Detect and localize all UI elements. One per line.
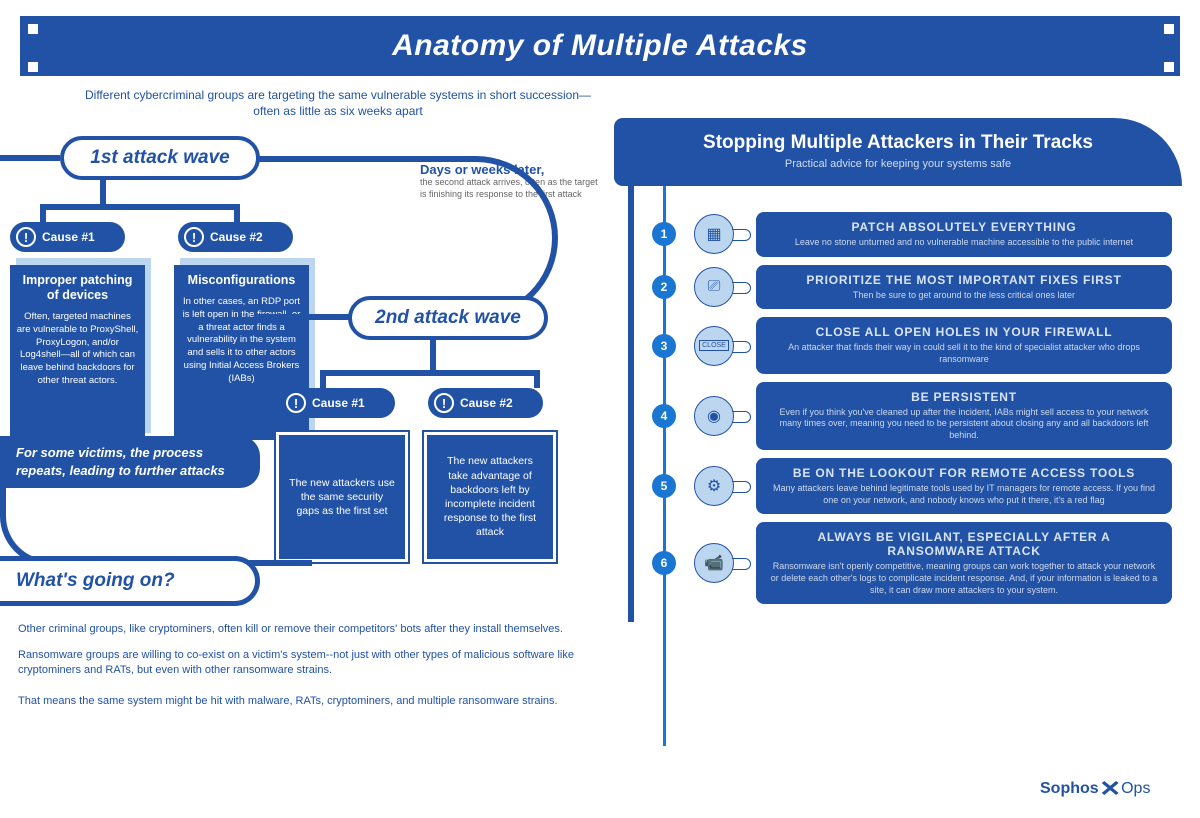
tip-title: BE ON THE LOOKOUT FOR REMOTE ACCESS TOOL… [770, 466, 1158, 480]
tip-row-1: 1 ▦ PATCH ABSOLUTELY EVERYTHING Leave no… [634, 212, 1182, 257]
tip-body: An attacker that finds their way in coul… [770, 342, 1158, 365]
right-header: Stopping Multiple Attackers in Their Tra… [614, 118, 1182, 186]
tip-title: PATCH ABSOLUTELY EVERYTHING [770, 220, 1158, 234]
logo-suffix: Ops [1121, 780, 1150, 798]
intro-text: Different cybercriminal groups are targe… [78, 88, 598, 119]
right-title: Stopping Multiple Attackers in Their Tra… [644, 132, 1152, 154]
para-2: Ransomware groups are willing to co-exis… [18, 648, 578, 679]
tip-body: Many attackers leave behind legitimate t… [770, 483, 1158, 506]
cause-label: Cause #2 [210, 230, 263, 244]
tip-icon: ◉ [707, 406, 721, 426]
tip-icon-wrap: ▦ [694, 214, 734, 254]
corner-decor [28, 24, 38, 34]
cause-body: The new attackers take advantage of back… [437, 454, 543, 539]
tip-row-3: 3 CLOSE CLOSE ALL OPEN HOLES IN YOUR FIR… [634, 317, 1182, 373]
tip-title: BE PERSISTENT [770, 390, 1158, 404]
para-1: Other criminal groups, like cryptominers… [18, 622, 578, 637]
tip-row-4: 4 ◉ BE PERSISTENT Even if you think you'… [634, 382, 1182, 450]
tip-title: CLOSE ALL OPEN HOLES IN YOUR FIREWALL [770, 325, 1158, 339]
tip-icon: CLOSE [699, 340, 729, 351]
tip-icon-wrap: 📹 [694, 543, 734, 583]
tip-row-5: 5 ⚙ BE ON THE LOOKOUT FOR REMOTE ACCESS … [634, 458, 1182, 514]
tip-row-6: 6 📹 ALWAYS BE VIGILANT, ESPECIALLY AFTER… [634, 522, 1182, 604]
cause-pill-3: ! Cause #1 [280, 388, 395, 418]
tip-number: 6 [652, 551, 676, 575]
cause-title: Improper patching of devices [16, 273, 139, 303]
connector [320, 372, 326, 388]
cause1-box: Improper patching of devices Often, targe… [10, 265, 145, 440]
corner-decor [28, 62, 38, 72]
tip-body: Ransomware isn't openly competitive, mea… [770, 561, 1158, 596]
tip-text: BE PERSISTENT Even if you think you've c… [756, 382, 1172, 450]
tip-icon: 📹 [704, 553, 724, 573]
cause-body: Often, targeted machines are vulnerable … [16, 311, 139, 388]
tip-icon: ⚙ [707, 476, 721, 496]
wave1-label: 1st attack wave [90, 147, 229, 169]
right-body: 1 ▦ PATCH ABSOLUTELY EVERYTHING Leave no… [628, 186, 1182, 622]
tip-text: PATCH ABSOLUTELY EVERYTHING Leave no sto… [756, 212, 1172, 257]
tip-text: CLOSE ALL OPEN HOLES IN YOUR FIREWALL An… [756, 317, 1172, 373]
tip-title: ALWAYS BE VIGILANT, ESPECIALLY AFTER A R… [770, 530, 1158, 558]
tip-icon-wrap: CLOSE [694, 326, 734, 366]
tip-title: PRIORITIZE THE MOST IMPORTANT FIXES FIRS… [770, 273, 1158, 287]
whats-banner: What's going on? [0, 556, 260, 606]
connector [0, 155, 60, 161]
corner-decor [1164, 62, 1174, 72]
connector [320, 370, 540, 376]
main-title: Anatomy of Multiple Attacks [392, 29, 808, 63]
wave2-label: 2nd attack wave [375, 307, 521, 329]
right-subtitle: Practical advice for keeping your system… [644, 158, 1152, 170]
wave1-badge: 1st attack wave [60, 136, 260, 180]
cause-pill-4: ! Cause #2 [428, 388, 543, 418]
corner-decor [1164, 24, 1174, 34]
tip-text: PRIORITIZE THE MOST IMPORTANT FIXES FIRS… [756, 265, 1172, 310]
cause-label: Cause #1 [312, 396, 365, 410]
tip-icon-wrap: ◉ [694, 396, 734, 436]
whats-text: What's going on? [16, 570, 175, 592]
tip-number: 3 [652, 334, 676, 358]
tip-icon-wrap: ⚙ [694, 466, 734, 506]
cause-pill-1: ! Cause #1 [10, 222, 125, 252]
tip-number: 4 [652, 404, 676, 428]
repeat-text: For some victims, the process repeats, l… [16, 445, 225, 478]
cause-label: Cause #2 [460, 396, 513, 410]
tip-icon: ▦ [706, 224, 721, 244]
cause-label: Cause #1 [42, 230, 95, 244]
header-bar: Anatomy of Multiple Attacks [20, 16, 1180, 76]
connector [534, 372, 540, 388]
wave2-cause2-box: The new attackers take advantage of back… [424, 432, 556, 562]
tip-body: Then be sure to get around to the less c… [770, 290, 1158, 302]
alert-icon: ! [434, 393, 454, 413]
tip-text: ALWAYS BE VIGILANT, ESPECIALLY AFTER A R… [756, 522, 1172, 604]
wave2-badge: 2nd attack wave [348, 296, 548, 340]
tip-row-2: 2 ⎚ PRIORITIZE THE MOST IMPORTANT FIXES … [634, 265, 1182, 310]
tip-number: 5 [652, 474, 676, 498]
tip-icon-wrap: ⎚ [694, 267, 734, 307]
tip-body: Leave no stone unturned and no vulnerabl… [770, 237, 1158, 249]
alert-icon: ! [16, 227, 36, 247]
tip-body: Even if you think you've cleaned up afte… [770, 407, 1158, 442]
alert-icon: ! [286, 393, 306, 413]
repeat-banner: For some victims, the process repeats, l… [0, 436, 260, 488]
connector [40, 204, 240, 210]
sophos-logo: Sophos✕Ops [1040, 776, 1150, 802]
logo-brand: Sophos [1040, 780, 1099, 798]
alert-icon: ! [184, 227, 204, 247]
tip-icon: ⎚ [708, 278, 721, 296]
tip-text: BE ON THE LOOKOUT FOR REMOTE ACCESS TOOL… [756, 458, 1172, 514]
logo-x-icon: ✕ [1099, 776, 1121, 802]
para-3: That means the same system might be hit … [18, 694, 578, 709]
tip-number: 2 [652, 275, 676, 299]
right-panel: Stopping Multiple Attackers in Their Tra… [614, 118, 1182, 622]
tip-number: 1 [652, 222, 676, 246]
